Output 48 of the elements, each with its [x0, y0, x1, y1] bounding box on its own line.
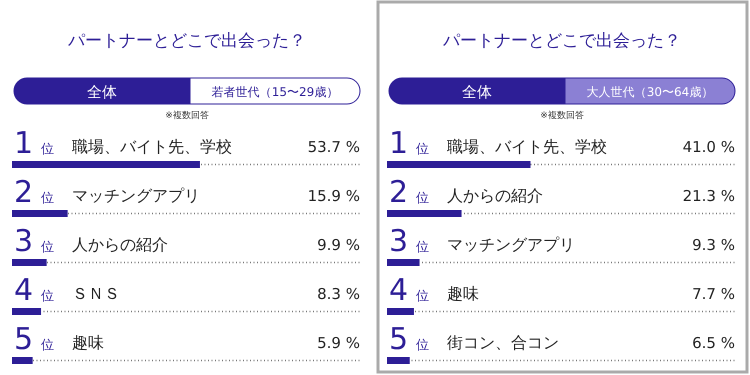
annotation: 3 位	[14, 224, 54, 259]
y-tick-label: 職場、バイト先、学校	[447, 137, 607, 156]
annotation: 1 位	[389, 126, 430, 161]
bar	[387, 308, 414, 315]
bar	[12, 357, 33, 364]
bar	[12, 308, 42, 315]
data-label: 6.5 %	[692, 334, 735, 352]
chart-title: パートナーとどこで出会った？	[67, 31, 306, 51]
annotation: 5 位	[14, 322, 54, 357]
bar	[12, 161, 200, 168]
data-label: 8.3 %	[317, 285, 360, 303]
bar	[387, 161, 530, 168]
text: 全体	[462, 83, 492, 101]
y-tick-label: 職場、バイト先、学校	[72, 137, 232, 156]
y-tick-label: 人からの紹介	[72, 235, 168, 254]
chart-subtitle: ※複数回答	[540, 110, 584, 121]
text: 若者世代（15〜29歳）	[212, 85, 338, 99]
data-label: 5.9 %	[317, 334, 360, 352]
y-tick-label: マッチングアプリ	[447, 235, 575, 254]
y-tick-label: 趣味	[72, 333, 104, 352]
text: 大人世代（30〜64歳）	[586, 85, 714, 99]
y-tick-label: 人からの紹介	[447, 186, 543, 205]
bar	[387, 357, 410, 364]
annotation: 3 位	[389, 224, 430, 259]
y-tick-label: 街コン、合コン	[447, 333, 559, 352]
data-label: 41.0 %	[682, 138, 735, 156]
annotation: 5 位	[389, 322, 430, 357]
bar	[12, 259, 47, 266]
data-label: 9.3 %	[692, 236, 735, 254]
data-label: 9.9 %	[317, 236, 360, 254]
y-tick-label: マッチングアプリ	[72, 186, 200, 205]
bar	[387, 210, 462, 217]
y-tick-label: 趣味	[447, 284, 479, 303]
data-label: 53.7 %	[308, 138, 360, 156]
bar	[12, 210, 68, 217]
annotation: 4 位	[14, 273, 54, 308]
annotation: 4 位	[389, 273, 430, 308]
annotation: 2 位	[389, 175, 430, 210]
chart-subtitle: ※複数回答	[165, 110, 209, 121]
text: 全体	[87, 83, 117, 101]
data-label: 7.7 %	[692, 285, 735, 303]
annotation: 1 位	[14, 126, 54, 161]
data-label: 21.3 %	[682, 187, 735, 205]
y-tick-label: ＳＮＳ	[72, 284, 120, 303]
data-label: 15.9 %	[308, 187, 360, 205]
annotation: 2 位	[14, 175, 54, 210]
bar	[387, 259, 420, 266]
chart-title: パートナーとどこで出会った？	[442, 31, 681, 51]
